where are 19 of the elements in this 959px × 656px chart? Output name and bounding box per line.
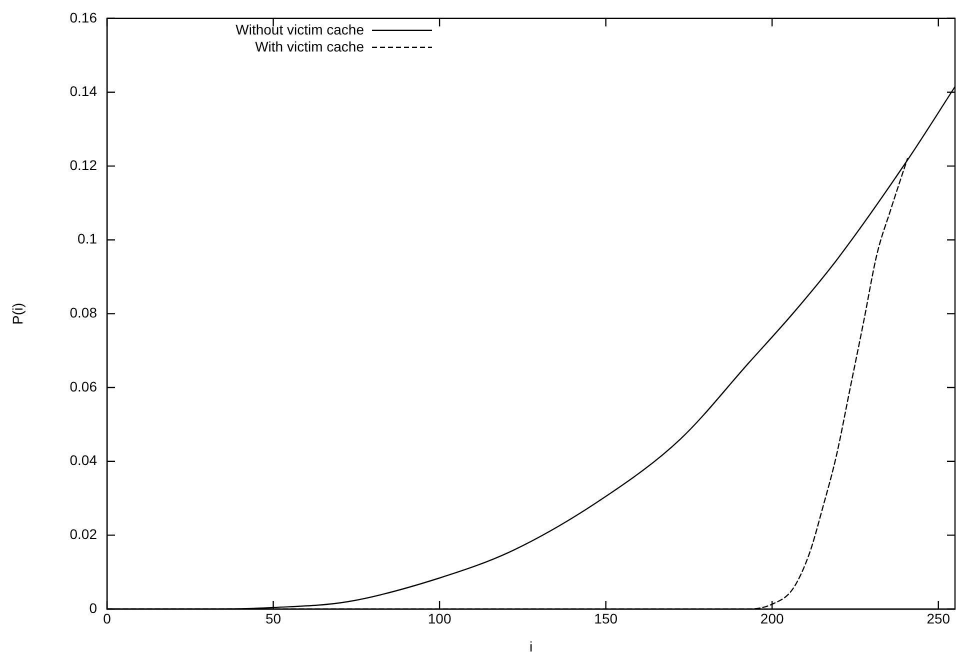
y-tick-label: 0.06 <box>70 378 98 394</box>
x-tick-label: 250 <box>926 610 950 626</box>
x-tick-label: 200 <box>760 610 784 626</box>
x-tick-label: 0 <box>103 610 112 626</box>
y-tick-label: 0.16 <box>70 9 98 26</box>
y-tick-label: 0.08 <box>70 304 98 321</box>
legend-label: With victim cache <box>255 38 364 54</box>
x-axis-title: i <box>529 638 533 654</box>
x-tick-label: 150 <box>594 610 618 626</box>
y-tick-label: 0 <box>89 600 98 616</box>
x-tick-label: 100 <box>428 610 452 626</box>
y-tick-label: 0.1 <box>78 230 98 247</box>
legend-label: Without victim cache <box>236 21 364 38</box>
y-tick-label: 0.12 <box>70 156 98 173</box>
y-tick-label: 0.04 <box>70 452 98 468</box>
x-tick-label: 50 <box>265 610 282 626</box>
y-axis-title: P(i) <box>9 302 26 325</box>
y-tick-label: 0.14 <box>70 83 98 100</box>
y-tick-label: 0.02 <box>70 526 98 542</box>
